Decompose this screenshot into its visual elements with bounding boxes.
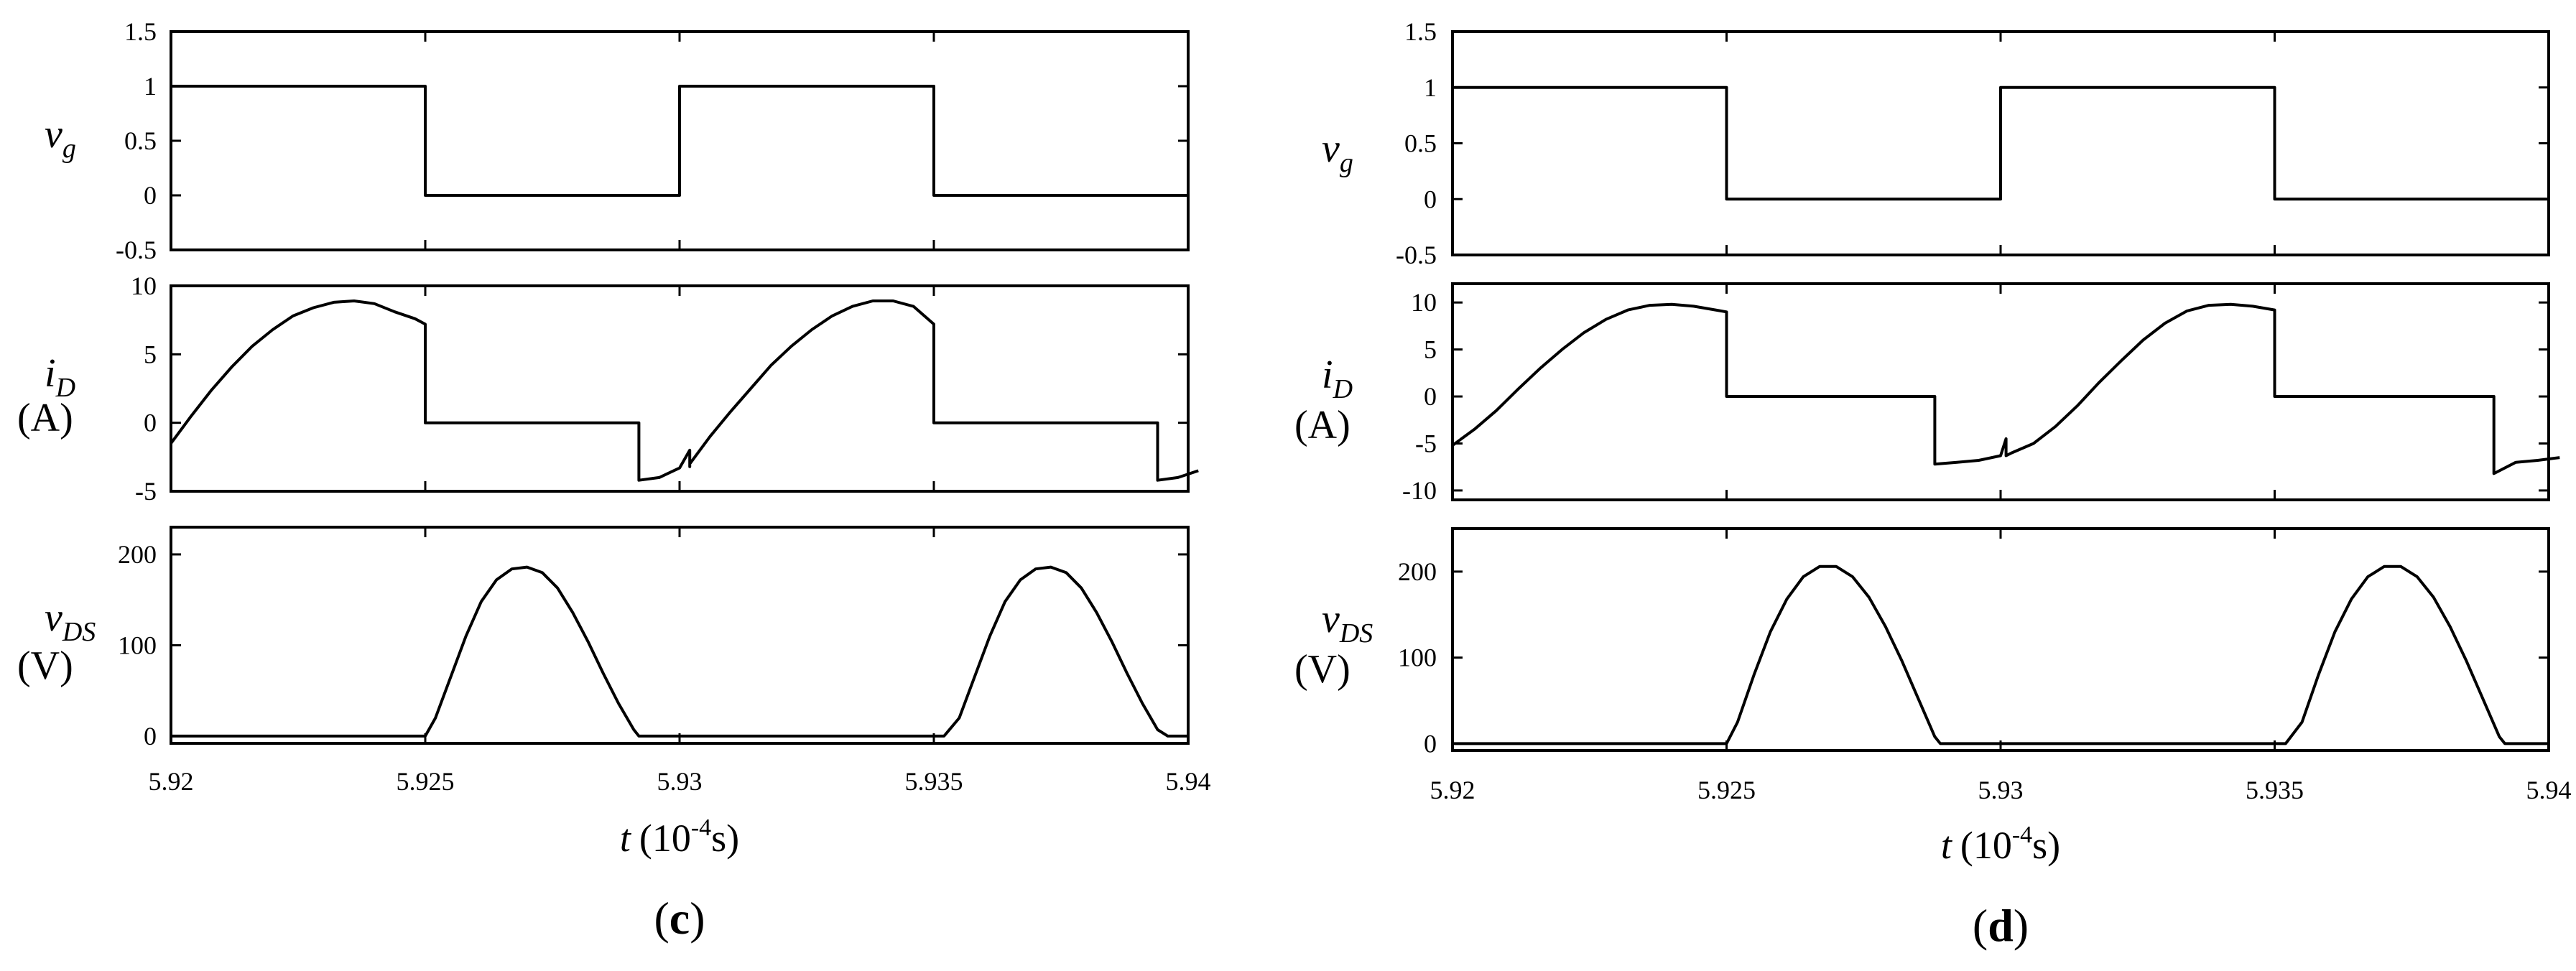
y-tick-label: -0.5 (1396, 241, 1437, 269)
series-line-vDS (1453, 565, 2549, 745)
y-tick-label: 5 (144, 340, 157, 368)
panel-label: (c) (654, 893, 705, 944)
x-axis-var: t (620, 817, 632, 860)
y-tick-label: -5 (135, 477, 157, 506)
y-axis-label-sub: g (62, 134, 76, 164)
panel-c: 1.510.50-0.5vg1050-5iD(A)2001000vDS(V)5.… (17, 17, 1211, 944)
y-tick-label: -10 (1402, 476, 1437, 505)
y-tick-label: 10 (131, 271, 157, 300)
y-axis-unit-vDS: (V) (1294, 647, 1350, 692)
series-line-iD (170, 299, 1199, 482)
x-axis-exponent: -4 (2012, 822, 2032, 848)
x-tick-label: 5.925 (1697, 776, 1756, 804)
y-tick-label: 0 (1424, 185, 1437, 213)
x-tick-label: 5.94 (1166, 767, 1211, 796)
panel-d: 1.510.50-0.5vg1050-5-10iD(A)2001000vDS(V… (1294, 17, 2572, 951)
x-tick-label: 5.92 (1430, 776, 1475, 804)
y-axis-label-sub: DS (1339, 618, 1373, 649)
y-tick-label: 0.5 (1404, 129, 1437, 158)
y-axis-label-sub: D (55, 373, 75, 403)
plot-frame (170, 526, 1190, 745)
y-axis-unit-iD: (A) (1294, 403, 1350, 447)
panel-label: (d) (1973, 900, 2029, 951)
x-tick-label: 5.93 (657, 767, 703, 796)
x-tick-label: 5.935 (2246, 776, 2304, 804)
y-axis-unit-vDS: (V) (17, 644, 73, 688)
panel-label-close: ) (690, 893, 705, 944)
subplot-vg: 1.5 1 0.5 0 -0.5 vg (1322, 17, 2550, 269)
y-tick-label: -5 (1415, 429, 1437, 457)
panel-label-open: ( (1973, 900, 1988, 951)
y-tick-label: 0 (144, 181, 157, 210)
y-axis-label-iD: iD (45, 351, 75, 403)
y-tick-label: 100 (1398, 644, 1437, 672)
series-line-vg (1453, 85, 2549, 201)
subplot-vDS: 200 100 0 vDS(V) (17, 526, 1190, 751)
x-axis-exponent: -4 (691, 814, 711, 841)
y-axis-label-main: v (45, 595, 62, 640)
x-axis-label: t (10-4s) (620, 814, 739, 860)
x-tick-label: 5.92 (149, 767, 194, 796)
y-axis-label-sub: D (1333, 374, 1353, 404)
subplot-iD: 10 5 0 -5 -10 iD(A) (1294, 282, 2560, 505)
y-axis-label-main: i (1322, 353, 1333, 397)
subplot-vg: 1.5 1 0.5 0 -0.5 vg (45, 17, 1190, 264)
y-tick-label: 1 (144, 72, 157, 101)
y-tick-label: 5 (1424, 335, 1437, 364)
y-tick-label: 0 (144, 409, 157, 437)
panel-label-close: ) (2014, 900, 2029, 951)
y-tick-label: 1.5 (124, 17, 157, 46)
y-axis-label-vDS: vDS (45, 595, 96, 647)
y-axis-label-main: v (1322, 126, 1340, 171)
y-tick-label: 200 (1398, 557, 1437, 586)
series-line-vg (171, 85, 1188, 197)
y-axis-label-sub: DS (62, 617, 96, 647)
plot-frame (170, 284, 1190, 493)
y-tick-label: 10 (1411, 288, 1437, 317)
panel-label-letter: d (1988, 900, 2014, 951)
plot-frame (1451, 527, 2550, 752)
series-line-vDS (171, 565, 1188, 738)
y-axis-label-vg: vg (45, 112, 76, 164)
y-axis-label-main: v (45, 112, 62, 157)
y-axis-label-sub: g (1340, 148, 1353, 178)
x-axis-unit-end: s) (2032, 824, 2060, 867)
x-axis-label: t (10-4s) (1941, 822, 2060, 867)
subplot-vDS: 200 100 0 vDS(V) (1294, 527, 2550, 758)
y-axis-label-vDS: vDS (1322, 597, 1373, 649)
y-axis-label-iD: iD (1322, 353, 1353, 404)
y-tick-label: 0 (1424, 729, 1437, 758)
x-axis-unit: (10 (639, 817, 691, 860)
x-tick-label: 5.925 (397, 767, 455, 796)
x-tick-label: 5.94 (2526, 776, 2572, 804)
y-tick-label: 1.5 (1404, 17, 1437, 46)
x-axis-var: t (1941, 824, 1953, 867)
y-tick-label: 200 (118, 540, 157, 569)
x-axis-unit: (10 (1960, 824, 2012, 867)
y-tick-label: 0 (144, 722, 157, 751)
y-tick-label: 1 (1424, 73, 1437, 102)
y-axis-label-main: i (45, 351, 56, 396)
y-axis-label-vg: vg (1322, 126, 1353, 178)
x-axis-unit-end: s) (711, 817, 739, 860)
x-tick-label: 5.935 (905, 767, 963, 796)
panel-label-open: ( (654, 893, 669, 944)
y-tick-label: 0 (1424, 382, 1437, 411)
y-tick-label: 100 (118, 631, 157, 659)
y-axis-label-main: v (1322, 597, 1340, 641)
subplot-iD: 10 5 0 -5 iD(A) (17, 271, 1199, 506)
y-axis-unit-iD: (A) (17, 396, 73, 440)
x-tick-label: 5.93 (1978, 776, 2024, 804)
y-tick-label: 0.5 (124, 126, 157, 155)
series-line-iD (1451, 302, 2560, 475)
panel-label-letter: c (670, 893, 690, 944)
y-tick-label: -0.5 (116, 236, 157, 264)
